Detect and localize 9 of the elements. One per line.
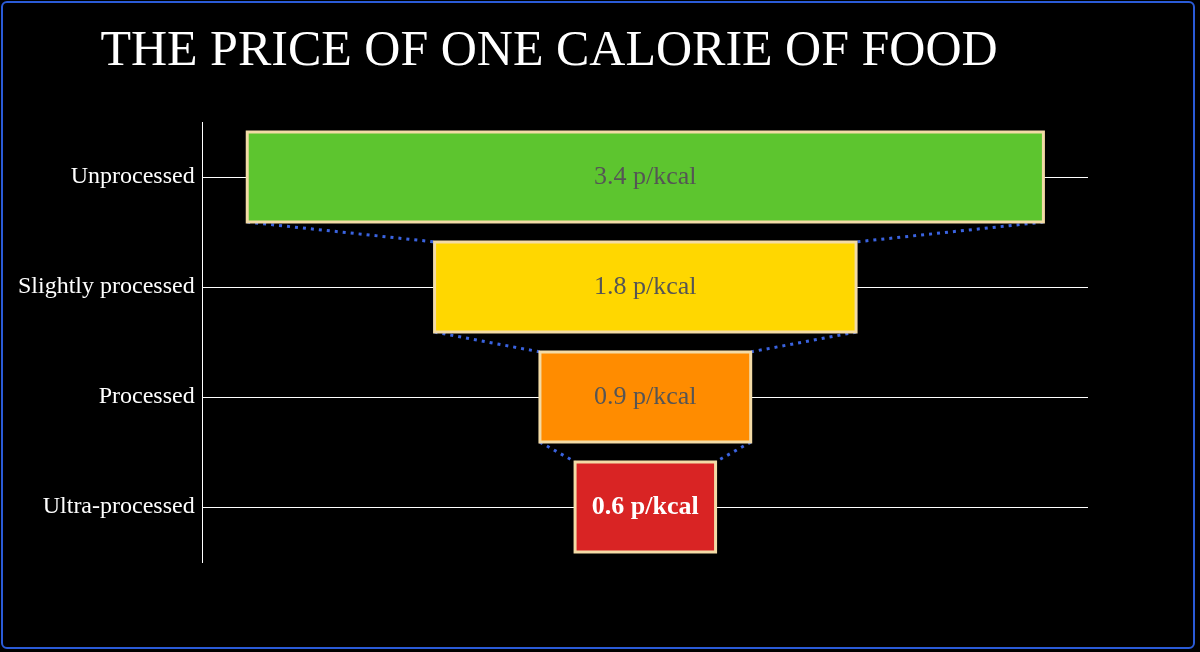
category-label: Unprocessed	[70, 162, 195, 189]
data-label: 0.9 p/kcal	[594, 380, 697, 410]
category-label: Ultra-processed	[42, 492, 195, 519]
data-label: 1.8 p/kcal	[594, 270, 697, 300]
data-label: 3.4 p/kcal	[594, 160, 697, 190]
category-label: Processed	[98, 382, 195, 409]
data-label: 0.6 p/kcal	[591, 490, 699, 520]
category-label: Slightly processed	[17, 272, 195, 299]
text: THE PRICE OF ONE CALORIE OF FOOD	[100, 20, 998, 77]
